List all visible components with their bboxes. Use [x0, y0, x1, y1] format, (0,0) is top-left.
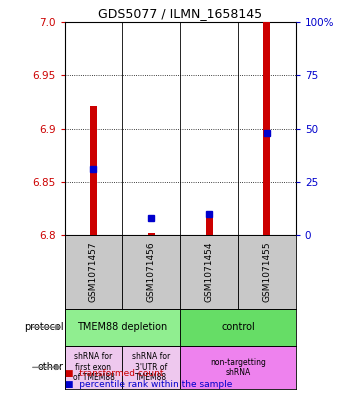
- Text: TMEM88 depletion: TMEM88 depletion: [77, 322, 168, 332]
- Bar: [180, 309, 296, 346]
- Bar: [122, 346, 180, 389]
- Bar: [65, 346, 122, 389]
- Bar: [65, 235, 122, 309]
- Text: non-targetting
shRNA: non-targetting shRNA: [210, 358, 266, 377]
- Bar: [65, 309, 180, 346]
- Bar: [206, 213, 212, 235]
- Text: shRNA for
first exon
of TMEM88: shRNA for first exon of TMEM88: [72, 353, 115, 382]
- Text: shRNA for
3'UTR of
TMEM88: shRNA for 3'UTR of TMEM88: [132, 353, 170, 382]
- Text: ■  transformed count: ■ transformed count: [65, 369, 163, 378]
- Text: other: other: [37, 362, 64, 372]
- Text: control: control: [221, 322, 255, 332]
- Bar: [122, 235, 180, 309]
- Bar: [238, 235, 296, 309]
- Bar: [180, 346, 296, 389]
- Text: GSM1071456: GSM1071456: [147, 242, 156, 303]
- Text: GSM1071454: GSM1071454: [205, 242, 214, 302]
- Title: GDS5077 / ILMN_1658145: GDS5077 / ILMN_1658145: [98, 7, 262, 20]
- Text: GSM1071457: GSM1071457: [89, 242, 98, 303]
- Bar: [148, 233, 155, 235]
- Bar: [180, 235, 238, 309]
- Bar: [90, 106, 97, 235]
- Text: ■  percentile rank within the sample: ■ percentile rank within the sample: [65, 380, 232, 389]
- Text: protocol: protocol: [24, 322, 64, 332]
- Text: GSM1071455: GSM1071455: [262, 242, 271, 303]
- Bar: [264, 22, 270, 235]
